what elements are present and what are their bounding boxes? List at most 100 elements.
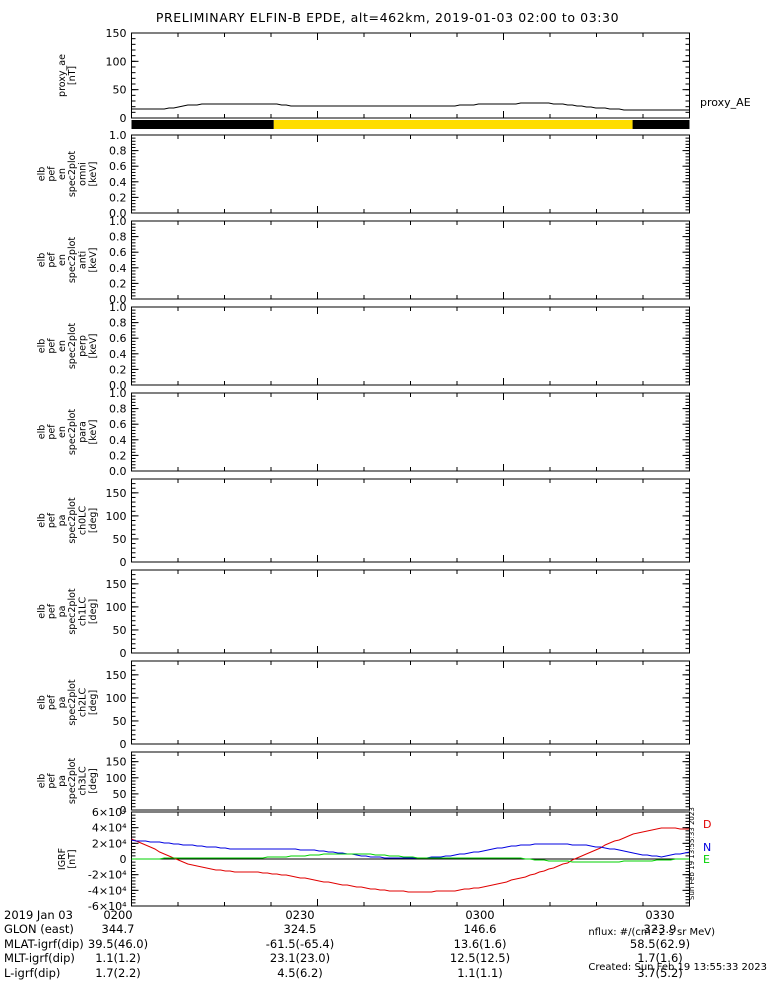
panel-proxy-ae: 0 50 100 150 proxy_ae [nT]: [57, 27, 690, 125]
panel-axis-label-line: ch1LC: [77, 597, 88, 627]
ephemeris-table: 2019 Jan 03 0200 0230 0300 0330 GLON (east) 34…: [0, 908, 775, 980]
y-tick-label: 0: [120, 556, 127, 569]
footer-created: Created: Sun Feb 19 13:55:33 2023: [588, 961, 767, 973]
y-tick-label: 0.2: [109, 449, 127, 462]
y-tick-label: 50: [113, 788, 127, 801]
y-tick-label: 50: [113, 533, 127, 546]
y-tick-label: 100: [106, 772, 127, 785]
ephemeris-cell: 1.7(2.2): [95, 965, 141, 980]
panel-axis-label-line: ch3LC: [77, 766, 88, 796]
panel-axis-label-line: elb: [36, 774, 47, 789]
panel-frame: [131, 569, 690, 654]
panel-frame: [131, 306, 690, 386]
panel-pef-pa-ch2lc: 0 50 100 150 elb pef pa spec2plot ch2LC [deg]: [36, 660, 690, 751]
y-tick-label: 0.6: [109, 332, 127, 345]
panel-axis-label-line: elb: [36, 253, 47, 268]
panel-axis-label-line: [deg]: [88, 690, 99, 715]
y-tick-label: 0.2: [109, 277, 127, 290]
y-tick-label: 0.4: [109, 176, 127, 189]
y-tick-label: 0.4: [109, 434, 127, 447]
panel-axis-label-line: spec2plot: [67, 588, 78, 635]
y-tick-label: 150: [106, 487, 127, 500]
panel-axis-label-line: en: [57, 426, 68, 438]
y-tick-label: 150: [106, 756, 127, 769]
panel-pef-pa-ch3lc: 0 50 100 150 elb pef pa spec2plot ch3LC [deg]: [36, 751, 690, 817]
panel-frame: [131, 392, 690, 472]
panel-axis-label-line: elb: [36, 604, 47, 619]
y-tick-label: 0.6: [109, 418, 127, 431]
created-timestamp-rotated: Sun Feb 19 13:55:33 2023: [688, 807, 696, 900]
panel-axis-label-line: pa: [57, 697, 68, 709]
ephemeris-row-label: MLAT-igrf(dip): [4, 936, 84, 951]
panel-axis-label-line: [keV]: [88, 248, 99, 273]
ephemeris-cell: 3.7(5.2): [637, 965, 683, 980]
ephemeris-cell: 0300: [465, 908, 495, 922]
panel-axis-label-line: [keV]: [88, 420, 99, 445]
ephemeris-cell: 323.9: [643, 922, 677, 937]
panel-pef-pa-ch1lc: 0 50 100 150 elb pef pa spec2plot ch1LC [deg]: [36, 569, 690, 660]
ephemeris-cell: 4.5(6.2): [277, 965, 323, 980]
data-coverage-bar: [131, 120, 690, 129]
y-tick-label: 0: [120, 647, 127, 660]
panel-axis-label-line: [keV]: [88, 162, 99, 187]
y-tick-label: 0.0: [109, 379, 127, 392]
panel-axis-label-line: ch2LC: [77, 688, 88, 718]
panel-frame: [131, 220, 690, 300]
y-tick-label: 0.8: [109, 231, 127, 244]
panel-axis-label-line: spec2plot: [67, 758, 78, 805]
series-E: [131, 853, 690, 863]
panel-axis-label-line: [deg]: [88, 508, 99, 533]
y-tick-label: 0.0: [109, 293, 127, 306]
y-tick-label: 4×10⁴: [92, 822, 127, 835]
igrf-legend-d: D: [703, 818, 712, 831]
proxy-ae-trace: [131, 102, 690, 111]
y-tick-label: 0: [120, 853, 127, 866]
ephemeris-row-label: MLT-igrf(dip): [4, 951, 75, 966]
y-tick-label: 100: [106, 601, 127, 614]
panel-axis-label-line: para: [77, 421, 88, 443]
ephemeris-cell: 0330: [645, 908, 675, 922]
panel-axis-label-line: elb: [36, 339, 47, 354]
ephemeris-row-label: 2019 Jan 03: [4, 908, 73, 922]
panel-axis-label-line: omni: [77, 162, 88, 186]
y-tick-label: 0.8: [109, 145, 127, 158]
ephemeris-cell: 13.6(1.6): [453, 936, 507, 951]
panel-axis-label-line: spec2plot: [67, 679, 78, 726]
panel-frame: [131, 134, 690, 214]
ephemeris-cell: 1.1(1.1): [457, 965, 503, 980]
y-tick-label: 0.2: [109, 191, 127, 204]
ephemeris-cell: -61.5(-65.4): [265, 936, 335, 951]
igrf-legend-e: E: [703, 853, 710, 866]
y-tick-label: 50: [113, 715, 127, 728]
ephemeris-row: 2019 Jan 03 0200 0230 0300 0330: [0, 908, 775, 922]
panel-axis-label-line: en: [57, 168, 68, 180]
coverage-segment: [131, 120, 274, 129]
panel-axis-label-line: pef: [47, 252, 58, 268]
panel-frame: [131, 660, 690, 745]
panel-pef-en-omni: 0.0 0.2 0.4 0.6 0.8 1.0 elb pef en spec2plot omni[…: [36, 129, 690, 220]
y-tick-label: 2×10⁴: [92, 837, 127, 850]
panel-pef-en-para: 0.0 0.2 0.4 0.6 0.8 1.0 elb pef en spec2plot para[…: [36, 387, 690, 478]
y-tick-label: 0.6: [109, 160, 127, 173]
ephemeris-row: L-igrf(dip) 1.7(2.2) 4.5(6.2) 1.1(1.1) 3.7(5…: [0, 966, 775, 980]
footer-flux-units: nflux: #/(cm^2 s sr MeV): [588, 927, 716, 938]
panel-axis-label-line: spec2plot: [67, 497, 78, 544]
y-tick-label: 150: [106, 669, 127, 682]
ephemeris-row-label: L-igrf(dip): [4, 965, 61, 980]
coverage-segment: [632, 120, 690, 129]
panel-axis-label-line: spec2plot: [67, 323, 78, 370]
ephemeris-row: MLAT-igrf(dip) 39.5(46.0) -61.5(-65.4) 13.6…: [0, 937, 775, 951]
y-tick-label: 50: [113, 624, 127, 637]
panel-frame: [131, 32, 690, 119]
panel-axis-label-line: elb: [36, 425, 47, 440]
ephemeris-cell: 1.1(1.2): [95, 951, 141, 966]
panel-axis-label-line: [keV]: [88, 334, 99, 359]
panel-axis-label-line: spec2plot: [67, 237, 78, 284]
ephemeris-cell: 1.7(1.6): [637, 951, 683, 966]
y-tick-label: 0.8: [109, 317, 127, 330]
y-tick-label: 0.0: [109, 465, 127, 478]
y-tick-label: -4×10⁴: [88, 884, 127, 897]
panel-axis-label-line: elb: [36, 513, 47, 528]
y-tick-label: 1.0: [109, 301, 127, 314]
